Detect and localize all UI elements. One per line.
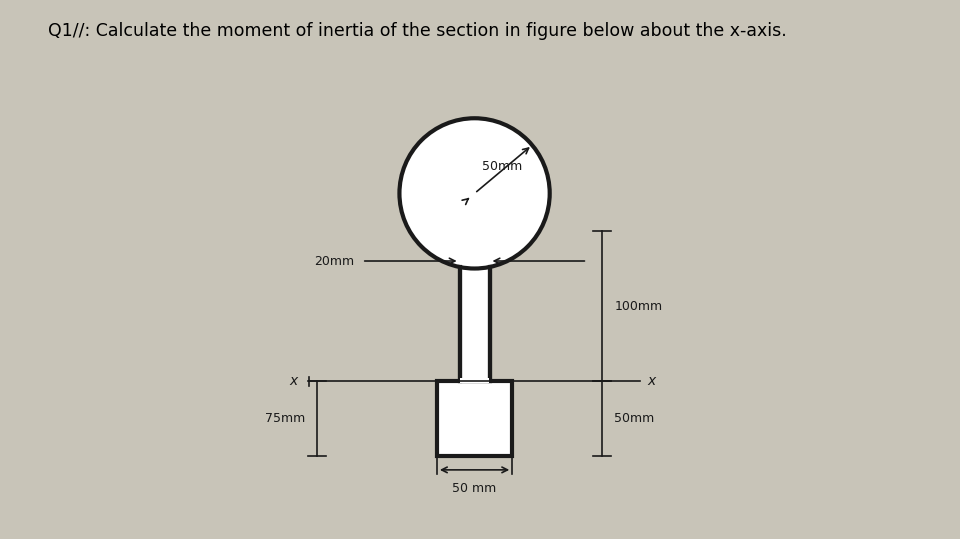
Text: 20mm: 20mm bbox=[314, 254, 354, 267]
Bar bbox=[460, 230, 490, 232]
Bar bbox=[460, 378, 490, 383]
Text: x: x bbox=[289, 374, 298, 388]
Bar bbox=[460, 231, 490, 381]
Circle shape bbox=[399, 118, 550, 268]
Text: 50mm: 50mm bbox=[482, 160, 522, 173]
Text: 75mm: 75mm bbox=[265, 412, 304, 425]
Text: 50 mm: 50 mm bbox=[452, 482, 496, 495]
Text: x: x bbox=[647, 374, 656, 388]
Text: 100mm: 100mm bbox=[614, 300, 662, 313]
Bar bbox=[460, 228, 490, 233]
Text: Q1//: Calculate the moment of inertia of the section in figure below about the x: Q1//: Calculate the moment of inertia of… bbox=[48, 22, 787, 39]
Bar bbox=[460, 194, 490, 231]
Text: 50mm: 50mm bbox=[614, 412, 655, 425]
Bar bbox=[437, 381, 512, 457]
